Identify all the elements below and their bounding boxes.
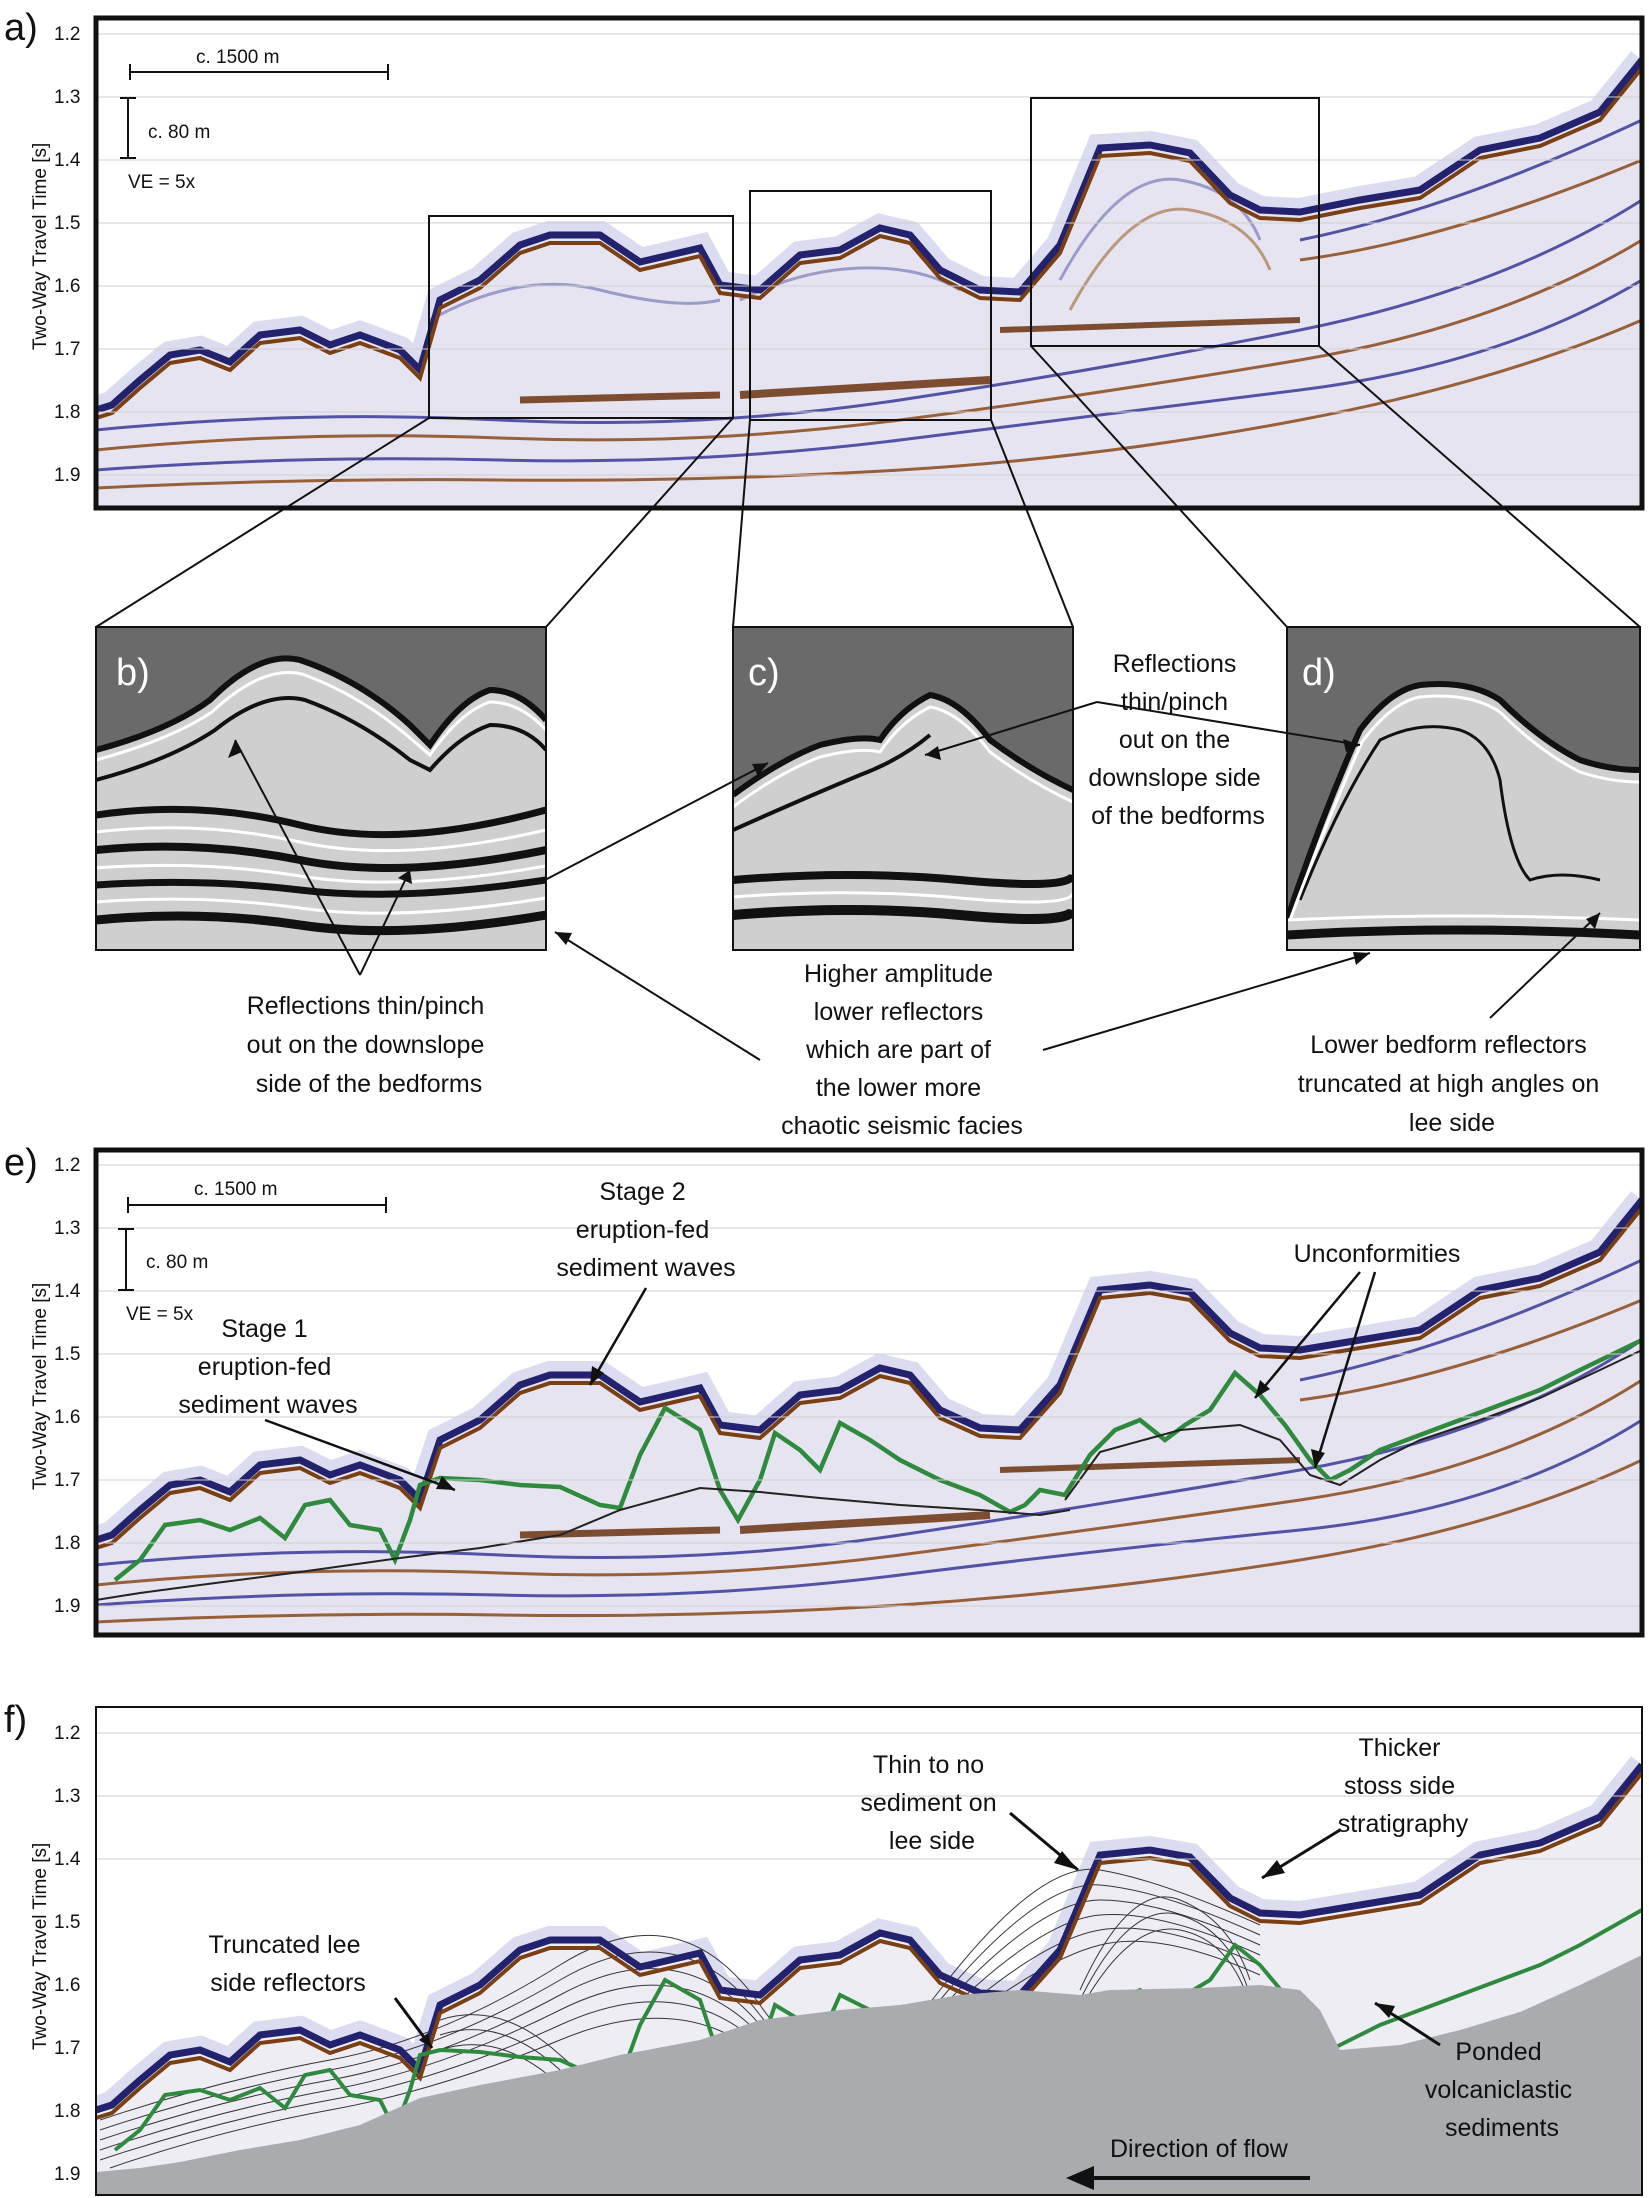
panel-f-label: f) bbox=[4, 1699, 27, 1741]
tick-f-4: 1.5 bbox=[54, 1912, 80, 1933]
panel-f-basement bbox=[96, 1955, 1642, 2195]
annotation-stage1: Stage 1 eruption-fed sediment waves bbox=[178, 1315, 357, 1419]
zoom-box-d bbox=[1030, 97, 1320, 347]
panel-f-ylabel: Two-Way Travel Time [s] bbox=[30, 1843, 51, 2050]
tick-f-6: 1.7 bbox=[54, 2038, 80, 2059]
tick-e-4: 1.5 bbox=[54, 1344, 80, 1365]
panel-b: b) bbox=[95, 626, 547, 951]
annotations-e: Stage 2 eruption-fed sediment waves Stag… bbox=[178, 1178, 1461, 1492]
annotations-bcd: Reflections thin/pinch out on the downsl… bbox=[228, 650, 1607, 1140]
tick-e-7: 1.8 bbox=[54, 1533, 80, 1554]
tick-f-3: 1.4 bbox=[54, 1849, 81, 1870]
zoom-connectors bbox=[95, 345, 1641, 628]
panel-e-ylabel: Two-Way Travel Time [s] bbox=[30, 1283, 51, 1490]
panel-a-vscale: c. 80 m bbox=[148, 122, 210, 143]
panel-a-frame bbox=[93, 15, 1645, 511]
panel-f: f) bbox=[4, 1699, 1643, 2196]
panel-c: c) bbox=[732, 626, 1074, 951]
tick-a-3: 1.4 bbox=[54, 150, 81, 171]
panel-a-ylabel: Two-Way Travel Time [s] bbox=[30, 143, 51, 350]
panel-f-yaxis: 1.2 1.3 1.4 1.5 1.6 1.7 1.8 1.9 Two-Way … bbox=[30, 1723, 81, 2185]
panel-a-gridlines bbox=[96, 33, 1642, 476]
tick-e-2: 1.3 bbox=[54, 1218, 80, 1239]
panel-e-gridlines bbox=[96, 1164, 1642, 1607]
annotation-unconformities: Unconformities bbox=[1294, 1240, 1461, 1268]
tick-f-7: 1.8 bbox=[54, 2101, 80, 2122]
zoom-box-c bbox=[749, 190, 992, 421]
annotation-reflections-thin-right: Reflections thin/pinch out on the downsl… bbox=[1088, 650, 1267, 830]
panel-e-yaxis: 1.2 1.3 1.4 1.5 1.6 1.7 1.8 1.9 Two-Way … bbox=[30, 1155, 81, 1617]
panel-a: a) bbox=[4, 7, 1645, 511]
annotation-reflections-thin-left: Reflections thin/pinch out on the downsl… bbox=[247, 992, 492, 1098]
tick-e-3: 1.4 bbox=[54, 1281, 81, 1302]
tick-f-8: 1.9 bbox=[54, 2164, 80, 2185]
tick-e-8: 1.9 bbox=[54, 1596, 80, 1617]
panel-f-gridlines bbox=[96, 1732, 1642, 1860]
panel-b-label: b) bbox=[116, 652, 150, 694]
panel-a-label: a) bbox=[4, 7, 38, 49]
annotation-thin-lee: Thin to no sediment on lee side bbox=[860, 1751, 1003, 1855]
tick-a-4: 1.5 bbox=[54, 213, 80, 234]
arrowheads-e bbox=[436, 1366, 1325, 1490]
panel-e-label: e) bbox=[4, 1142, 38, 1184]
annotations-f: Thin to no sediment on lee side Thicker … bbox=[209, 1734, 1579, 2190]
tick-e-1: 1.2 bbox=[54, 1155, 80, 1176]
tick-f-1: 1.2 bbox=[54, 1723, 80, 1744]
panel-f-frame bbox=[95, 1706, 1643, 2196]
panel-a-yaxis: 1.2 1.3 1.4 1.5 1.6 1.7 1.8 1.9 Two-Way … bbox=[30, 24, 81, 486]
arrowheads-f bbox=[419, 1851, 1395, 2190]
panel-d-label: d) bbox=[1302, 652, 1336, 694]
panel-e-scalebar bbox=[118, 1197, 387, 1291]
tick-a-7: 1.8 bbox=[54, 402, 80, 423]
tick-a-2: 1.3 bbox=[54, 87, 80, 108]
annotation-truncated-lee: Truncated lee side reflectors bbox=[209, 1931, 368, 1997]
tick-a-6: 1.7 bbox=[54, 339, 80, 360]
panel-e-vscale: c. 80 m bbox=[146, 1252, 208, 1273]
tick-e-5: 1.6 bbox=[54, 1407, 80, 1428]
panel-a-scalebar bbox=[120, 64, 389, 159]
panel-e: e) bbox=[4, 1142, 1645, 1638]
panel-a-zoom-boxes bbox=[428, 97, 1320, 421]
annotation-lower-bedform: Lower bedform reflectors truncated at hi… bbox=[1298, 1031, 1607, 1137]
annotation-ponded: Ponded volcaniclastic sediments bbox=[1425, 2038, 1579, 2142]
arrows-bcd bbox=[234, 701, 1601, 1061]
tick-a-5: 1.6 bbox=[54, 276, 80, 297]
tick-f-5: 1.6 bbox=[54, 1975, 80, 1996]
panel-e-frame bbox=[93, 1147, 1645, 1638]
panel-a-hscale: c. 1500 m bbox=[196, 47, 279, 68]
panel-e-ve: VE = 5x bbox=[126, 1304, 194, 1325]
annotation-thicker-stoss: Thicker stoss side stratigraphy bbox=[1338, 1734, 1469, 1838]
panel-e-seismic: c. 1500 m c. 80 m VE = 5x bbox=[96, 1150, 1642, 1635]
tick-f-2: 1.3 bbox=[54, 1786, 80, 1807]
annotation-direction: Direction of flow bbox=[1110, 2135, 1289, 2163]
zoom-box-b bbox=[428, 215, 734, 419]
annotation-higher-amplitude: Higher amplitude lower reflectors which … bbox=[781, 960, 1023, 1140]
panel-e-hscale: c. 1500 m bbox=[194, 1179, 277, 1200]
tick-e-6: 1.7 bbox=[54, 1470, 80, 1491]
panel-a-seismic: c. 1500 m c. 80 m VE = 5x bbox=[96, 18, 1642, 508]
arrowheads-bcd bbox=[228, 739, 1600, 965]
panel-c-label: c) bbox=[748, 652, 780, 694]
arrows-e bbox=[264, 1271, 1377, 1492]
panel-a-ve: VE = 5x bbox=[128, 172, 196, 193]
annotation-stage2: Stage 2 eruption-fed sediment waves bbox=[556, 1178, 735, 1282]
tick-a-1: 1.2 bbox=[54, 24, 80, 45]
panel-f-seismic bbox=[96, 1707, 1642, 2195]
tick-a-8: 1.9 bbox=[54, 465, 80, 486]
panel-d: d) bbox=[1286, 626, 1641, 951]
